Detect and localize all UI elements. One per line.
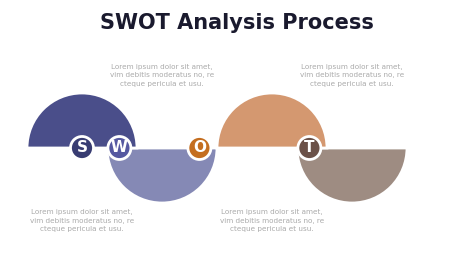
Text: O: O	[193, 140, 206, 156]
Text: Lorem ipsum dolor sit amet,
vim debitis moderatus no, re
cteque pericula et usu.: Lorem ipsum dolor sit amet, vim debitis …	[110, 64, 214, 87]
Circle shape	[188, 136, 211, 160]
Circle shape	[71, 136, 93, 160]
Wedge shape	[297, 148, 407, 203]
Text: Lorem ipsum dolor sit amet,
vim debitis moderatus no, re
cteque pericula et usu.: Lorem ipsum dolor sit amet, vim debitis …	[30, 209, 134, 232]
Wedge shape	[107, 148, 217, 203]
Wedge shape	[27, 93, 137, 148]
Text: SWOT Analysis Process: SWOT Analysis Process	[100, 13, 374, 33]
Circle shape	[108, 136, 131, 160]
Wedge shape	[217, 93, 327, 148]
Text: W: W	[111, 140, 128, 156]
Text: Lorem ipsum dolor sit amet,
vim debitis moderatus no, re
cteque pericula et usu.: Lorem ipsum dolor sit amet, vim debitis …	[300, 64, 404, 87]
Text: S: S	[76, 140, 88, 156]
Circle shape	[298, 136, 321, 160]
Text: T: T	[304, 140, 315, 156]
Text: Lorem ipsum dolor sit amet,
vim debitis moderatus no, re
cteque pericula et usu.: Lorem ipsum dolor sit amet, vim debitis …	[220, 209, 324, 232]
